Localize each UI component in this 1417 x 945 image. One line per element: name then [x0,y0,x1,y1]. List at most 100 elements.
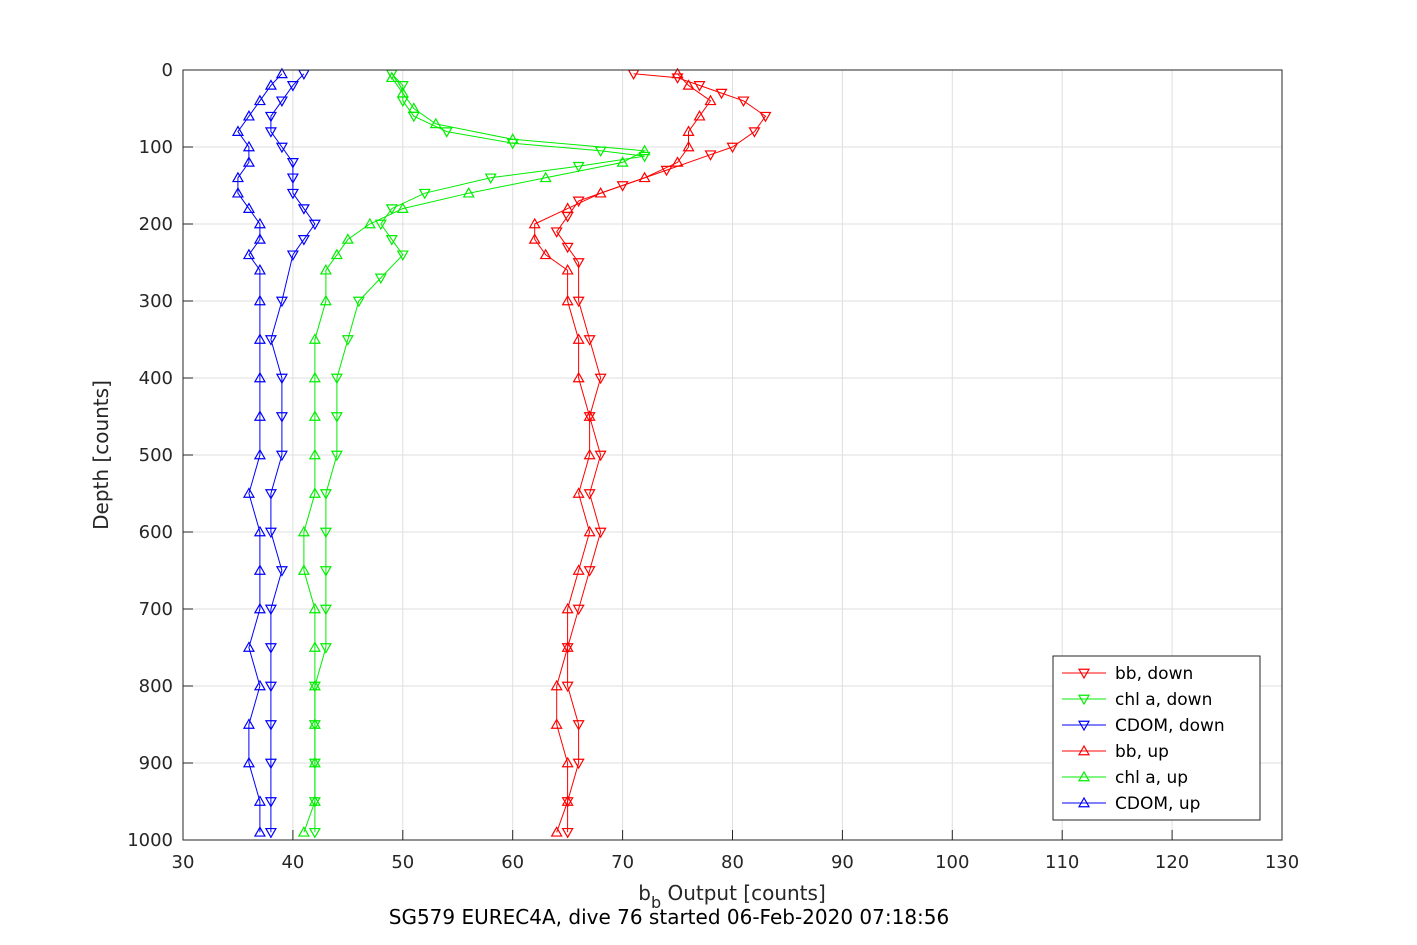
data-point [418,188,431,200]
y-tick-label: 400 [139,368,173,389]
y-tick-label: 200 [139,214,173,235]
series-layer [231,67,772,839]
data-point [264,79,277,90]
data-point [330,412,343,423]
data-point [572,564,585,575]
data-point [561,263,574,275]
data-point [308,333,321,344]
data-point [297,826,310,837]
data-point [308,795,321,806]
data-point [308,219,321,231]
data-point [561,641,574,652]
legend-marker [1077,770,1091,782]
data-point [253,795,266,806]
data-point [594,186,607,198]
legend-label: chl a, up [1115,768,1188,788]
data-point [528,233,541,244]
data-point [253,233,266,244]
data-point [561,202,574,213]
data-point [275,296,288,308]
legend-label: chl a, down [1115,690,1212,710]
data-point [242,641,255,652]
data-point [572,258,585,269]
data-point [275,450,288,462]
x-tick-label: 110 [1045,852,1079,873]
x-tick-label: 40 [281,852,304,873]
data-point [583,566,596,577]
y-axis-label: Depth [counts] [89,380,113,530]
data-point [539,171,552,183]
data-point [583,448,596,460]
data-point [242,156,255,167]
data-point [528,217,541,229]
data-point [583,410,596,421]
y-tick-label: 0 [162,60,173,81]
legend-label: CDOM, down [1115,716,1225,736]
data-point [561,681,574,693]
data-point [572,161,585,173]
data-point [253,371,266,383]
data-point [264,758,277,770]
data-point [462,186,475,198]
data-point [572,604,585,616]
data-point [242,718,255,729]
data-point [330,450,343,462]
y-tick-label: 600 [139,522,173,543]
data-point [583,335,596,346]
data-point [572,333,585,344]
x-tick-label: 90 [831,852,854,873]
data-point [308,827,321,839]
data-point [286,250,299,262]
data-point [319,643,332,654]
x-tick-label: 100 [935,852,969,873]
data-point [308,448,321,460]
series-line [303,77,647,833]
series-line [237,73,283,833]
x-tick-label: 80 [721,852,744,873]
data-point [374,273,387,285]
data-point [242,248,255,260]
data-point [253,333,266,344]
data-point [594,373,607,385]
data-point [253,826,266,837]
data-point [583,489,596,500]
data-point [275,412,288,423]
data-point [319,527,332,539]
data-point [550,679,563,691]
series-6 [231,67,288,837]
data-point [308,410,321,421]
data-point [253,294,266,306]
legend-box [1052,655,1261,821]
data-point [308,679,321,691]
data-point [506,133,519,144]
data-point [264,643,277,654]
data-point [231,171,244,183]
data-point [396,86,409,98]
legend-marker [1077,720,1091,732]
data-point [253,602,266,614]
data-point [484,173,497,185]
data-point [748,127,761,138]
data-point [759,111,772,123]
data-point [341,335,354,346]
data-point [275,67,288,79]
y-tick-label: 100 [139,137,173,158]
data-point [242,487,255,498]
data-point [561,242,574,254]
data-point [396,81,409,92]
data-point [297,564,310,575]
data-point [396,202,409,213]
data-point [242,756,255,768]
data-point [330,248,343,260]
legend-marker [1077,668,1091,680]
data-point [704,150,717,161]
caption: SG579 EUREC4A, dive 76 started 06-Feb-20… [389,905,950,929]
legend-marker [1077,694,1091,706]
legend-label: bb, up [1115,742,1169,762]
data-point [308,718,321,729]
data-point [264,604,277,616]
data-point [561,756,574,768]
x-tick-label: 130 [1265,852,1299,873]
x-axis-label-subscript: b [651,893,661,912]
data-point [264,111,277,123]
